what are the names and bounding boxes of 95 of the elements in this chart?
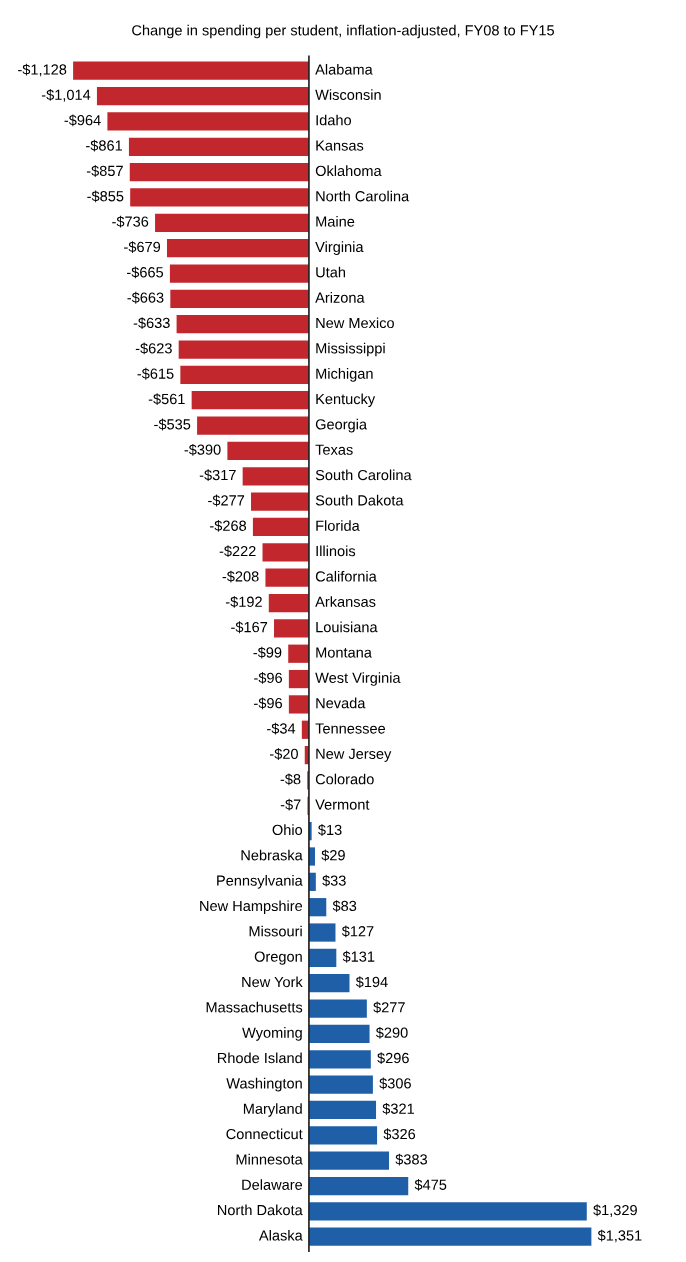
y-tick-label: Tennessee (315, 723, 386, 734)
data-label: -$535 (154, 418, 191, 431)
data-label: -$96 (254, 672, 282, 684)
data-label: -$1,014 (41, 89, 91, 102)
data-label: -$317 (199, 469, 236, 482)
y-tick-label: Ohio (272, 824, 303, 836)
y-tick-label: Oklahoma (315, 165, 382, 177)
y-tick-label: California (315, 570, 377, 582)
data-label: -$277 (208, 494, 245, 507)
y-tick-label: Minnesota (236, 1153, 303, 1165)
y-tick-label: Colorado (315, 773, 374, 785)
y-tick-label: Arizona (315, 292, 365, 303)
y-tick-label: Arkansas (315, 596, 376, 607)
data-label: -$167 (231, 621, 268, 634)
data-label: -$857 (86, 165, 123, 177)
chart-title: Change in spending per student, inflation-adjusted, FY08 to FY15 (132, 24, 554, 39)
data-label: -$623 (135, 342, 172, 355)
y-tick-label: Virginia (315, 241, 364, 255)
y-tick-label: West Virginia (315, 672, 401, 686)
data-label: $306 (379, 1077, 411, 1090)
data-label: -$96 (254, 697, 282, 710)
y-tick-label: New Hampshire (200, 900, 303, 914)
y-tick-label: Idaho (316, 114, 352, 126)
data-label: -$561 (148, 393, 185, 406)
y-tick-label: Washington (226, 1077, 302, 1092)
data-label: -$268 (210, 519, 247, 532)
y-tick-label: Illinois (316, 545, 356, 557)
y-tick-label: Oregon (254, 951, 302, 965)
data-label: -$1,128 (18, 63, 67, 77)
y-tick-label: Alaska (258, 1229, 303, 1241)
data-label: $127 (341, 925, 374, 938)
data-label: -$964 (64, 114, 101, 127)
data-label: $29 (321, 849, 345, 862)
data-label: -$615 (137, 367, 174, 380)
data-label: -$665 (127, 266, 164, 279)
data-label: -$736 (112, 215, 149, 228)
y-tick-label: Maryland (243, 1103, 302, 1117)
y-tick-label: Florida (316, 520, 360, 531)
data-label: -$222 (219, 545, 256, 558)
y-tick-label: Missouri (249, 925, 302, 937)
data-label: $326 (383, 1128, 416, 1141)
y-tick-label: Connecticut (226, 1128, 303, 1140)
y-tick-label: Wyoming (242, 1027, 302, 1041)
data-label: $131 (342, 950, 375, 963)
data-label: $296 (377, 1052, 409, 1065)
y-tick-label: Louisiana (316, 621, 378, 633)
data-label: $277 (373, 1001, 405, 1014)
data-label: -$390 (184, 443, 221, 456)
data-label: -$99 (253, 646, 282, 659)
y-tick-label: Kentucky (316, 393, 376, 408)
data-label: -$192 (225, 596, 262, 608)
data-label: $33 (322, 874, 346, 887)
y-tick-label: New Jersey (316, 748, 392, 762)
data-label: $475 (414, 1178, 447, 1191)
y-tick-label: Wisconsin (315, 89, 381, 100)
y-tick-label: Montana (316, 647, 372, 658)
data-label: -$8 (280, 773, 301, 786)
y-tick-label: South Carolina (315, 469, 412, 481)
data-label: -$20 (269, 748, 298, 760)
y-tick-label: Kansas (316, 140, 364, 151)
data-label: $13 (318, 824, 342, 836)
y-tick-label: North Dakota (218, 1204, 303, 1216)
y-tick-label: South Dakota (315, 494, 404, 506)
y-tick-label: Nebraska (241, 849, 303, 861)
data-label: $1,329 (593, 1204, 637, 1217)
y-tick-label: Massachusetts (206, 1001, 303, 1013)
data-label: $83 (332, 900, 357, 912)
y-tick-label: Rhode Island (217, 1052, 302, 1064)
y-tick-label: Utah (316, 266, 346, 278)
data-label: -$861 (86, 139, 122, 152)
data-label: -$7 (280, 798, 301, 811)
y-tick-label: Delaware (242, 1179, 303, 1190)
y-tick-label: Mississippi (316, 342, 385, 357)
data-label: $194 (355, 976, 388, 989)
y-tick-label: Texas (315, 444, 353, 455)
data-label: -$855 (87, 190, 124, 203)
y-tick-label: Pennsylvania (217, 875, 303, 889)
y-tick-label: Georgia (315, 418, 368, 433)
data-label: -$663 (127, 291, 164, 304)
data-label: -$208 (222, 570, 259, 583)
data-label: -$679 (124, 241, 161, 253)
y-tick-label: Michigan (316, 368, 373, 382)
y-tick-label: North Carolina (316, 190, 410, 202)
data-label: -$34 (267, 722, 296, 735)
data-label: $383 (395, 1153, 428, 1166)
data-label: $1,351 (597, 1229, 642, 1243)
y-tick-label: New York (242, 976, 303, 988)
data-label: $321 (382, 1102, 414, 1115)
y-tick-label: Vermont (315, 799, 370, 810)
data-label: $290 (375, 1026, 408, 1039)
y-tick-label: Maine (316, 216, 355, 227)
y-tick-label: New Mexico (316, 317, 394, 329)
y-tick-label: Nevada (316, 697, 366, 709)
y-tick-label: Alabama (315, 63, 373, 75)
data-label: -$633 (133, 317, 170, 329)
